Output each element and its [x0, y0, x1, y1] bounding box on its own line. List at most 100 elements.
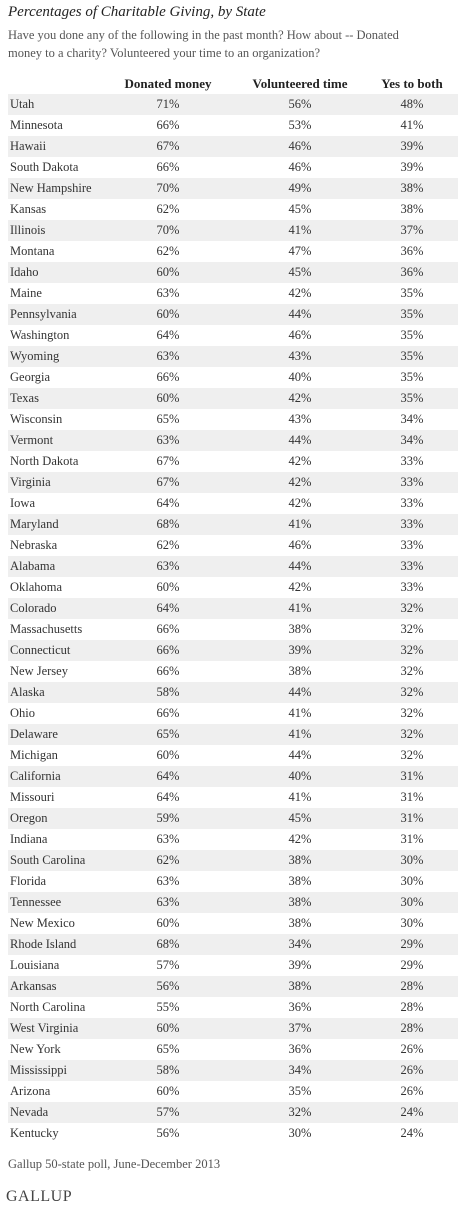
- state-name: Indiana: [10, 832, 48, 846]
- percentage-cell: 42%: [288, 454, 312, 468]
- percentage-cell: 34%: [288, 937, 312, 951]
- percentage-cell: 46%: [288, 160, 312, 174]
- percentage-cell: 66%: [156, 160, 180, 174]
- table-row: Iowa 64% 42% 33%: [8, 493, 458, 514]
- table-row: Washington 64% 46% 35%: [8, 325, 458, 346]
- state-name: Colorado: [10, 601, 57, 615]
- state-name: Washington: [10, 328, 70, 342]
- percentage-cell: 29%: [400, 958, 424, 972]
- state-name: Minnesota: [10, 118, 63, 132]
- percentage-cell: 41%: [288, 706, 312, 720]
- percentage-cell: 71%: [156, 97, 180, 111]
- state-name: Arizona: [10, 1084, 51, 1098]
- percentage-cell: 63%: [156, 832, 180, 846]
- percentage-cell: 32%: [400, 601, 424, 615]
- percentage-cell: 46%: [288, 139, 312, 153]
- percentage-cell: 63%: [156, 433, 180, 447]
- percentage-cell: 35%: [400, 307, 424, 321]
- percentage-cell: 42%: [288, 580, 312, 594]
- percentage-cell: 66%: [156, 622, 180, 636]
- state-name: Nevada: [10, 1105, 49, 1119]
- table-row: Wisconsin 65% 43% 34%: [8, 409, 458, 430]
- state-name: Michigan: [10, 748, 58, 762]
- table-row: Vermont 63% 44% 34%: [8, 430, 458, 451]
- table-row: Florida 63% 38% 30%: [8, 871, 458, 892]
- percentage-cell: 44%: [288, 685, 312, 699]
- percentage-cell: 44%: [288, 748, 312, 762]
- percentage-cell: 60%: [156, 307, 180, 321]
- column-header: Yes to both: [381, 76, 443, 91]
- percentage-cell: 62%: [156, 538, 180, 552]
- table-row: Utah 71% 56% 48%: [8, 94, 458, 115]
- percentage-cell: 35%: [400, 370, 424, 384]
- percentage-cell: 28%: [400, 979, 424, 993]
- state-name: Idaho: [10, 265, 39, 279]
- percentage-cell: 33%: [400, 496, 424, 510]
- percentage-cell: 44%: [288, 559, 312, 573]
- state-name: Kansas: [10, 202, 47, 216]
- percentage-cell: 30%: [288, 1126, 312, 1140]
- percentage-cell: 35%: [288, 1084, 312, 1098]
- percentage-cell: 38%: [288, 979, 312, 993]
- percentage-cell: 56%: [288, 97, 312, 111]
- table-row: Louisiana 57% 39% 29%: [8, 955, 458, 976]
- state-name: Rhode Island: [10, 937, 77, 951]
- percentage-cell: 43%: [288, 349, 312, 363]
- percentage-cell: 42%: [288, 496, 312, 510]
- table-row: California 64% 40% 31%: [8, 766, 458, 787]
- percentage-cell: 56%: [156, 979, 180, 993]
- table-row: North Carolina 55% 36% 28%: [8, 997, 458, 1018]
- percentage-cell: 41%: [288, 790, 312, 804]
- percentage-cell: 57%: [156, 958, 180, 972]
- percentage-cell: 67%: [156, 139, 180, 153]
- state-name: Oregon: [10, 811, 48, 825]
- percentage-cell: 34%: [400, 433, 424, 447]
- percentage-cell: 33%: [400, 475, 424, 489]
- percentage-cell: 29%: [400, 937, 424, 951]
- table-row: New Jersey 66% 38% 32%: [8, 661, 458, 682]
- state-name: New York: [10, 1042, 61, 1056]
- state-name: Massachusetts: [10, 622, 83, 636]
- percentage-cell: 41%: [288, 601, 312, 615]
- percentage-cell: 32%: [400, 748, 424, 762]
- percentage-cell: 63%: [156, 349, 180, 363]
- table-row: New Mexico 60% 38% 30%: [8, 913, 458, 934]
- percentage-cell: 56%: [156, 1126, 180, 1140]
- percentage-cell: 60%: [156, 391, 180, 405]
- percentage-cell: 70%: [156, 223, 180, 237]
- state-name: Montana: [10, 244, 55, 258]
- percentage-cell: 38%: [288, 874, 312, 888]
- table-row: West Virginia 60% 37% 28%: [8, 1018, 458, 1039]
- percentage-cell: 30%: [400, 853, 424, 867]
- percentage-cell: 63%: [156, 559, 180, 573]
- percentage-cell: 45%: [288, 811, 312, 825]
- percentage-cell: 32%: [400, 727, 424, 741]
- percentage-cell: 44%: [288, 433, 312, 447]
- percentage-cell: 65%: [156, 1042, 180, 1056]
- percentage-cell: 46%: [288, 328, 312, 342]
- state-name: Connecticut: [10, 643, 71, 657]
- state-name: South Dakota: [10, 160, 79, 174]
- state-name: Utah: [10, 97, 35, 111]
- table-row: Nebraska 62% 46% 33%: [8, 535, 458, 556]
- percentage-cell: 63%: [156, 286, 180, 300]
- state-name: Missouri: [10, 790, 55, 804]
- table-row: Maine 63% 42% 35%: [8, 283, 458, 304]
- percentage-cell: 32%: [288, 1105, 312, 1119]
- percentage-cell: 32%: [400, 622, 424, 636]
- percentage-cell: 38%: [288, 895, 312, 909]
- percentage-cell: 39%: [400, 160, 424, 174]
- percentage-cell: 46%: [288, 538, 312, 552]
- state-name: West Virginia: [10, 1021, 79, 1035]
- table-row: Alabama 63% 44% 33%: [8, 556, 458, 577]
- percentage-cell: 70%: [156, 181, 180, 195]
- table-row: Alaska 58% 44% 32%: [8, 682, 458, 703]
- percentage-cell: 36%: [400, 244, 424, 258]
- table-row: Idaho 60% 45% 36%: [8, 262, 458, 283]
- table-row: Pennsylvania 60% 44% 35%: [8, 304, 458, 325]
- table-row: New Hampshire 70% 49% 38%: [8, 178, 458, 199]
- table-row: Hawaii 67% 46% 39%: [8, 136, 458, 157]
- table-row: Wyoming 63% 43% 35%: [8, 346, 458, 367]
- state-name: Pennsylvania: [10, 307, 77, 321]
- table-row: Massachusetts 66% 38% 32%: [8, 619, 458, 640]
